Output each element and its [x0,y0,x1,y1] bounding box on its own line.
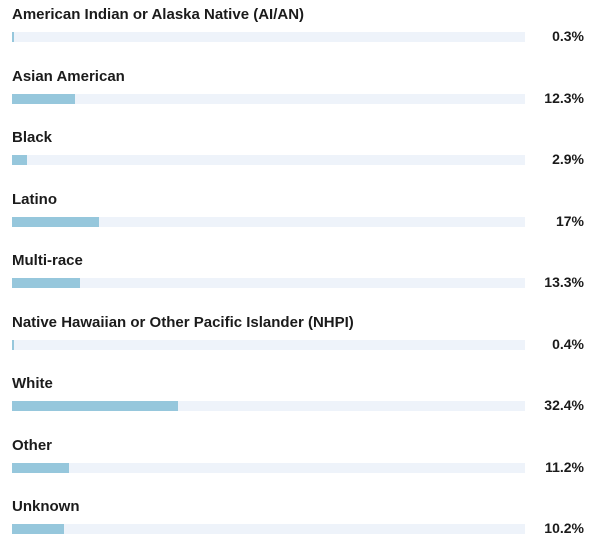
bar [12,340,15,350]
bar [12,94,76,104]
bar-track [12,463,525,473]
bar [12,463,70,473]
value-label: 2.9% [552,151,584,167]
value-label: 11.2% [545,459,584,475]
category-label: White [12,375,53,392]
bar-track [12,401,525,411]
bar-track [12,155,525,165]
value-label: 0.4% [552,336,584,352]
bar-row: Other 11.2% [0,437,603,477]
bar [12,32,14,42]
bar-track [12,217,525,227]
bar-row: Unknown 10.2% [0,498,603,538]
bar [12,524,65,534]
category-label: Latino [12,191,57,208]
value-label: 13.3% [544,274,584,290]
category-label: American Indian or Alaska Native (AI/AN) [12,6,305,23]
bar [12,401,179,411]
category-label: Other [12,437,53,454]
bar-track [12,278,525,288]
value-label: 32.4% [544,397,584,413]
category-label: Asian American [12,68,125,85]
value-label: 0.3% [552,28,584,44]
bar [12,278,81,288]
category-label: Unknown [12,498,80,515]
bar-row: Native Hawaiian or Other Pacific Islande… [0,314,603,354]
bar-row: White 32.4% [0,375,603,415]
value-label: 12.3% [544,90,584,106]
value-label: 17% [555,213,584,229]
bar-row: Latino 17% [0,191,603,231]
bar-track [12,32,525,42]
bar-track [12,340,525,350]
bar [12,217,100,227]
bar-row: American Indian or Alaska Native (AI/AN)… [0,6,603,46]
bar-row: Asian American 12.3% [0,68,603,108]
bar [12,155,27,165]
category-label: Black [12,129,53,146]
bar-row: Black 2.9% [0,129,603,169]
category-label: Multi-race [12,252,83,269]
category-label: Native Hawaiian or Other Pacific Islande… [12,314,354,331]
bar-track [12,524,525,534]
value-label: 10.2% [544,520,584,536]
bar-track [12,94,525,104]
bar-row: Multi-race 13.3% [0,252,603,292]
